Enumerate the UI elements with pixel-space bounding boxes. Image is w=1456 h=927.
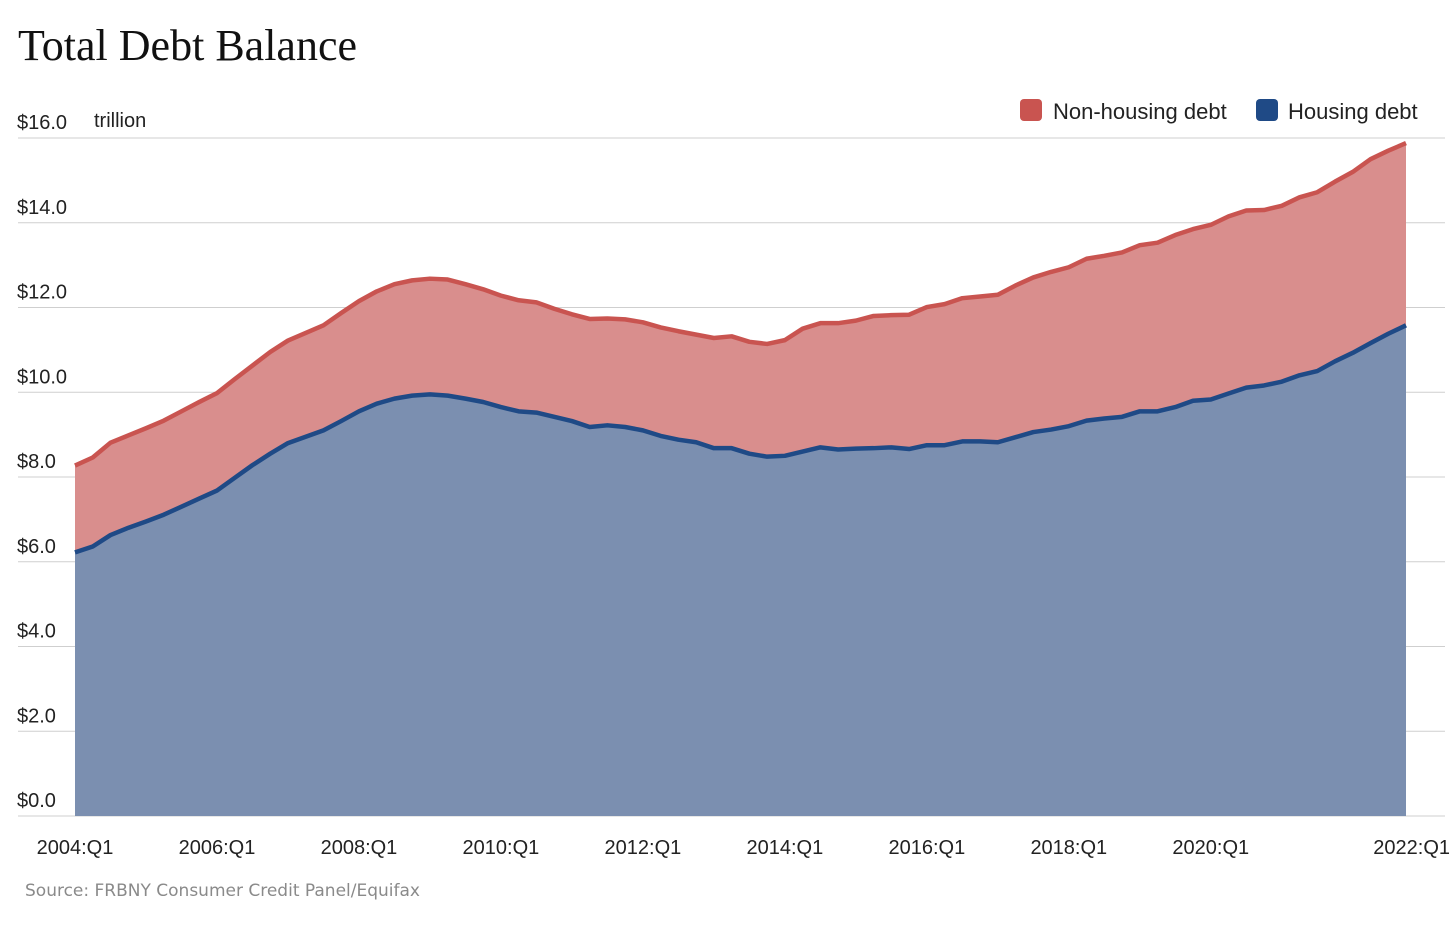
line-housing-debt [74, 323, 1407, 555]
y-tick-label-5: $10.0 [17, 366, 67, 388]
y-axis-ticks: $0.0 $2.0 $4.0 $6.0 $8.0 $10.0 $12.0 $14.0 $16.0 [17, 112, 67, 812]
x-tick-label-8: 2020:Q1 [1172, 837, 1249, 859]
y-tick-label-7: $14.0 [17, 197, 67, 219]
y-tick-label-1: $2.0 [17, 705, 56, 727]
x-tick-label-7: 2018:Q1 [1030, 837, 1107, 859]
legend-swatch-non-housing [1020, 99, 1042, 121]
x-tick-label-6: 2016:Q1 [888, 837, 965, 859]
area-layer [75, 143, 1406, 816]
y-tick-label-0: $0.0 [17, 790, 56, 812]
y-tick-label-3: $6.0 [17, 536, 56, 558]
line-layer [74, 141, 1407, 555]
legend-swatch-housing [1256, 99, 1278, 121]
y-tick-label-4: $8.0 [17, 451, 56, 473]
x-tick-label-9: 2022:Q1 [1373, 837, 1450, 859]
area-non-housing-debt [75, 143, 1406, 553]
area-housing-debt [75, 325, 1406, 816]
legend: Non-housing debt Housing debt [1020, 99, 1418, 124]
y-tick-label-2: $4.0 [17, 621, 56, 643]
x-tick-label-2: 2008:Q1 [321, 837, 398, 859]
y-tick-label-6: $12.0 [17, 282, 67, 304]
x-tick-label-1: 2006:Q1 [179, 837, 256, 859]
y-tick-label-8: $16.0 [17, 112, 67, 134]
source-note: Source: FRBNY Consumer Credit Panel/Equi… [25, 881, 420, 901]
x-tick-label-5: 2014:Q1 [746, 837, 823, 859]
chart-title: Total Debt Balance [18, 21, 357, 70]
legend-label-non-housing: Non-housing debt [1053, 99, 1227, 124]
x-tick-label-0: 2004:Q1 [37, 837, 114, 859]
legend-label-housing: Housing debt [1288, 99, 1418, 124]
line-total-debt [74, 141, 1407, 468]
x-axis-ticks: 2004:Q1 2006:Q1 2008:Q1 2010:Q1 2012:Q1 2014:… [37, 837, 1450, 859]
x-tick-label-4: 2012:Q1 [605, 837, 682, 859]
y-unit-label: trillion [94, 110, 146, 132]
x-tick-label-3: 2010:Q1 [463, 837, 540, 859]
